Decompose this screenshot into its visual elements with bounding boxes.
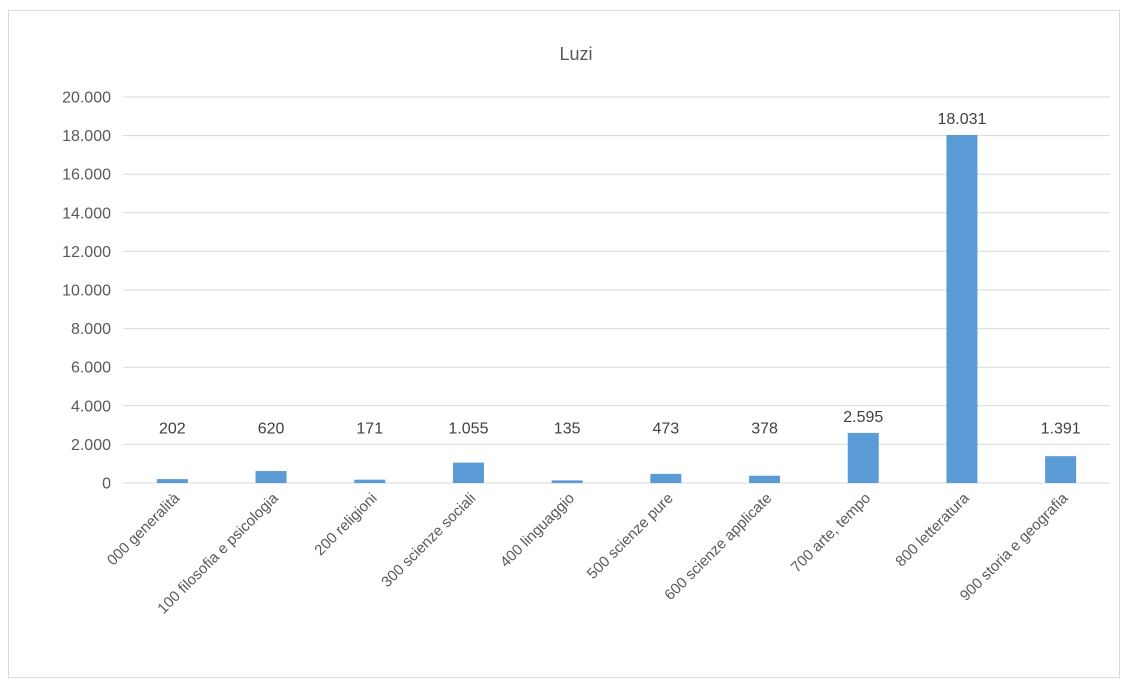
y-tick-label: 2.000 (71, 437, 111, 454)
bar (946, 135, 978, 483)
y-tick-label: 0 (102, 476, 111, 493)
y-tick-label: 14.000 (62, 205, 111, 222)
chart-area (8, 10, 1120, 678)
y-tick-label: 20.000 (62, 90, 111, 107)
x-tick-label: 000 generalità (104, 489, 184, 569)
x-tick-label: 200 religioni (311, 490, 380, 559)
data-label: 2.595 (843, 409, 883, 426)
bar (255, 471, 287, 483)
bars (156, 135, 1077, 483)
data-label: 1.055 (448, 420, 488, 437)
y-tick-label: 6.000 (71, 360, 111, 377)
gridlines (123, 96, 1110, 484)
y-tick-label: 12.000 (62, 244, 111, 261)
x-tick-label: 700 arte, tempo (788, 490, 874, 576)
data-labels: 202 620 171 1.055 135 473 378 2.595 18.031 1.391 (159, 111, 1081, 437)
bar (749, 475, 781, 483)
x-tick-label: 900 storia e geografia (957, 489, 1072, 604)
data-label: 1.391 (1041, 420, 1081, 437)
chart-title: Luzi (559, 44, 592, 64)
y-tick-label: 8.000 (71, 321, 111, 338)
bar (354, 479, 386, 483)
data-label: 135 (554, 420, 581, 437)
y-tick-label: 16.000 (62, 167, 111, 184)
y-tick-label: 4.000 (71, 398, 111, 415)
bar (1045, 456, 1077, 483)
y-tick-label: 10.000 (62, 283, 111, 300)
x-tick-label: 500 scienze pure (584, 490, 677, 583)
bar (156, 479, 188, 483)
bar (847, 432, 879, 483)
data-label: 620 (258, 420, 285, 437)
bar (650, 473, 682, 483)
y-tick-label: 18.000 (62, 128, 111, 145)
data-label: 473 (652, 420, 679, 437)
y-axis-ticks: 0 2.000 4.000 6.000 8.000 10.000 12.000 14.000 1… (62, 90, 111, 493)
x-tick-label: 800 letteratura (892, 489, 973, 570)
x-tick-label: 600 scienze applicate (661, 490, 775, 604)
x-tick-label: 300 scienze sociali (378, 490, 479, 591)
data-label: 202 (159, 420, 186, 437)
bar (452, 462, 484, 483)
data-label: 18.031 (937, 111, 986, 128)
data-label: 378 (751, 420, 778, 437)
x-tick-label: 400 linguaggio (497, 490, 578, 571)
data-label: 171 (356, 420, 383, 437)
bar (551, 480, 583, 483)
